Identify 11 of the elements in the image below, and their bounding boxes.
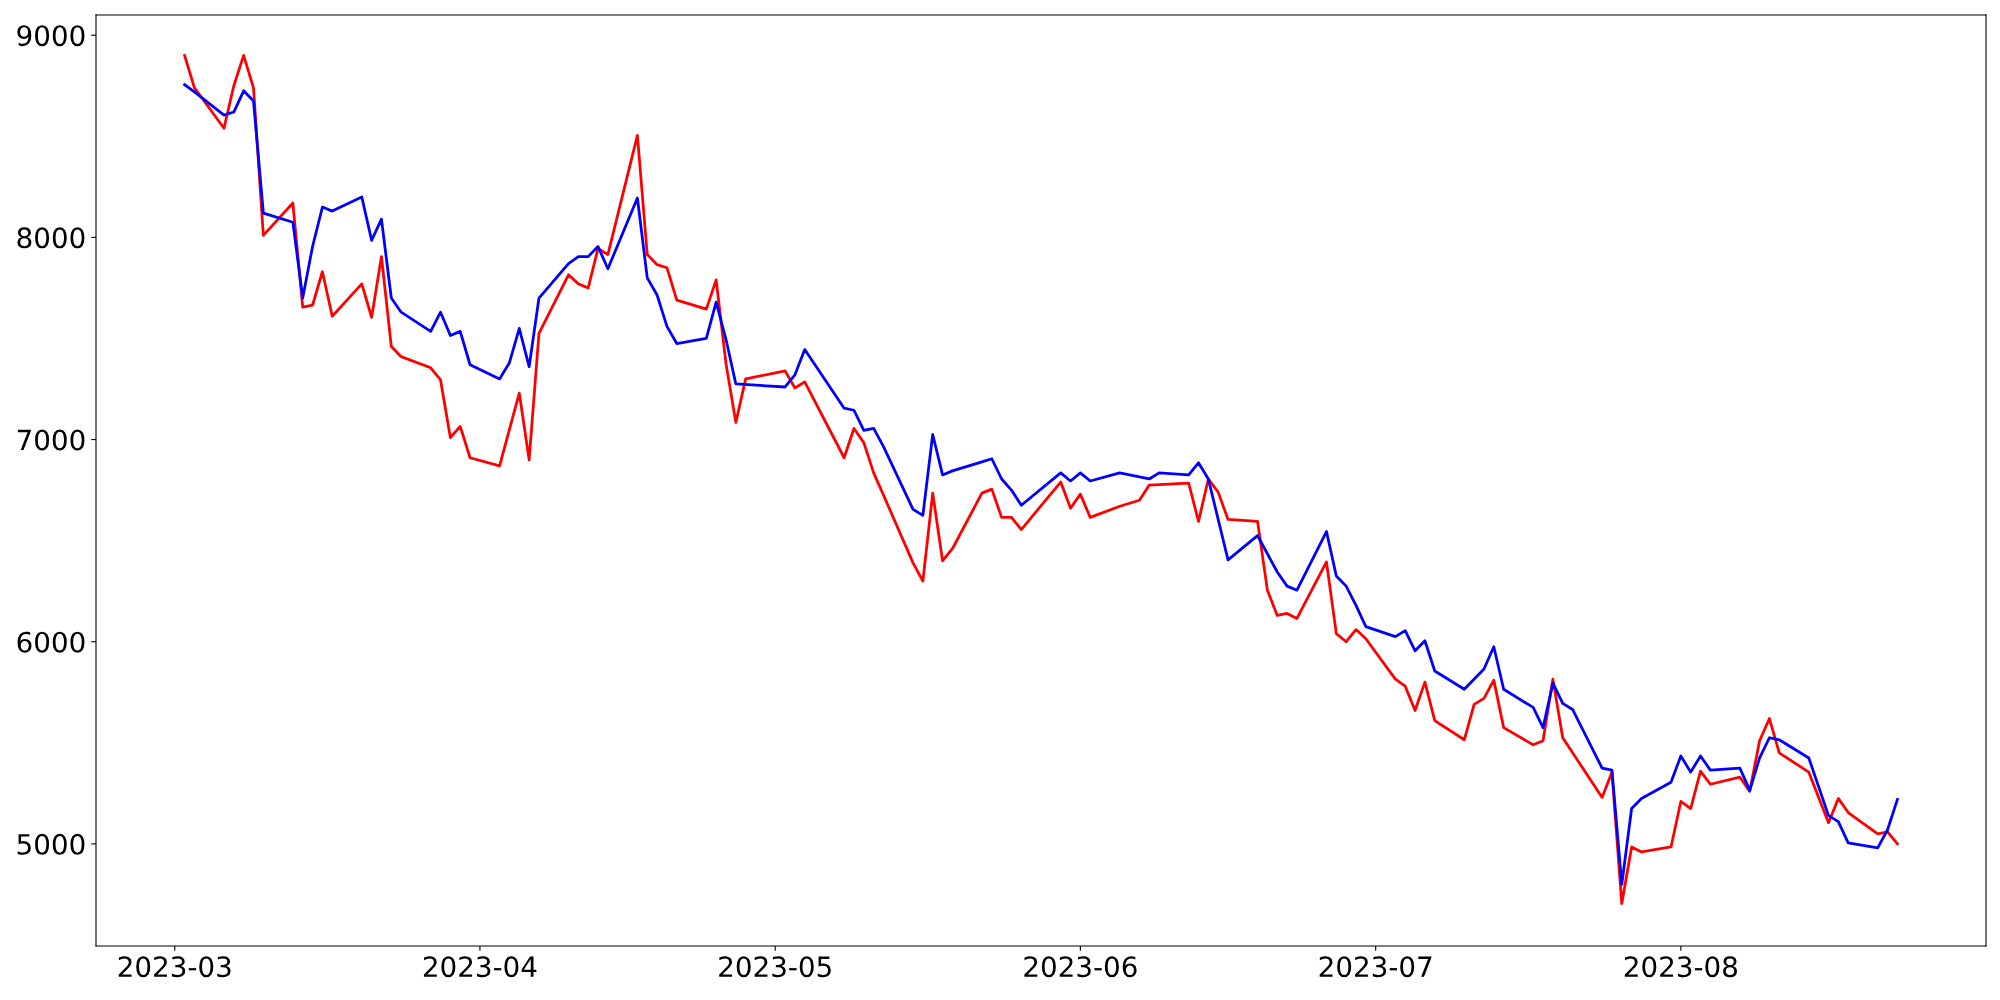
- y-tick-label: 5000: [17, 833, 85, 855]
- y-tick-label: 8000: [17, 227, 85, 249]
- x-tick-label: 2023-03: [118, 956, 231, 978]
- y-tick-label: 7000: [17, 429, 85, 451]
- x-tick-label: 2023-07: [1319, 956, 1432, 978]
- x-tick-label: 2023-04: [423, 956, 537, 978]
- x-tick-label: 2023-05: [719, 956, 831, 978]
- x-tick-label: 2023-08: [1624, 956, 1737, 978]
- y-tick-label: 6000: [17, 631, 85, 653]
- x-tick-label: 2023-06: [1024, 956, 1137, 978]
- y-tick-label: 9000: [17, 25, 85, 47]
